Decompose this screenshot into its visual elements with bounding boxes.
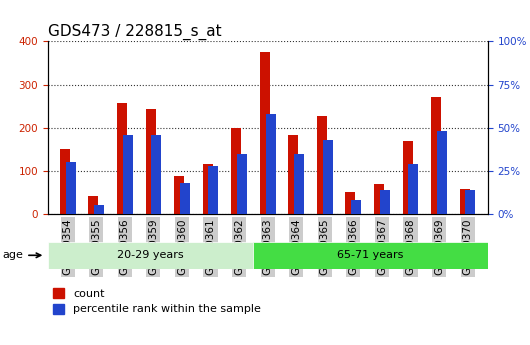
Bar — [351, 200, 361, 214]
Text: 65-71 years: 65-71 years — [337, 250, 403, 260]
Bar — [237, 154, 247, 214]
Bar — [437, 131, 447, 214]
Bar — [253, 241, 488, 269]
Bar — [403, 141, 413, 214]
Bar — [48, 241, 253, 269]
Bar — [231, 128, 241, 214]
Bar — [317, 116, 327, 214]
Text: 20-29 years: 20-29 years — [117, 250, 184, 260]
Bar — [266, 114, 276, 214]
Bar — [323, 140, 333, 214]
Bar — [180, 183, 190, 214]
Bar — [380, 190, 390, 214]
Text: GDS473 / 228815_s_at: GDS473 / 228815_s_at — [48, 24, 222, 40]
Bar — [431, 97, 441, 214]
Bar — [94, 205, 104, 214]
Bar — [374, 184, 384, 214]
Bar — [208, 166, 218, 214]
Bar — [146, 109, 155, 214]
Bar — [122, 135, 132, 214]
Bar — [294, 154, 304, 214]
Bar — [460, 189, 470, 214]
Bar — [66, 162, 76, 214]
Bar — [346, 193, 356, 214]
Bar — [60, 149, 70, 214]
Bar — [288, 135, 298, 214]
Legend: count, percentile rank within the sample: count, percentile rank within the sample — [53, 288, 261, 314]
Bar — [174, 176, 184, 214]
Bar — [465, 190, 475, 214]
Bar — [89, 196, 99, 214]
Bar — [260, 52, 270, 214]
Bar — [151, 135, 161, 214]
Bar — [408, 164, 418, 214]
Bar — [202, 164, 213, 214]
Text: age: age — [2, 250, 41, 260]
Bar — [117, 103, 127, 214]
